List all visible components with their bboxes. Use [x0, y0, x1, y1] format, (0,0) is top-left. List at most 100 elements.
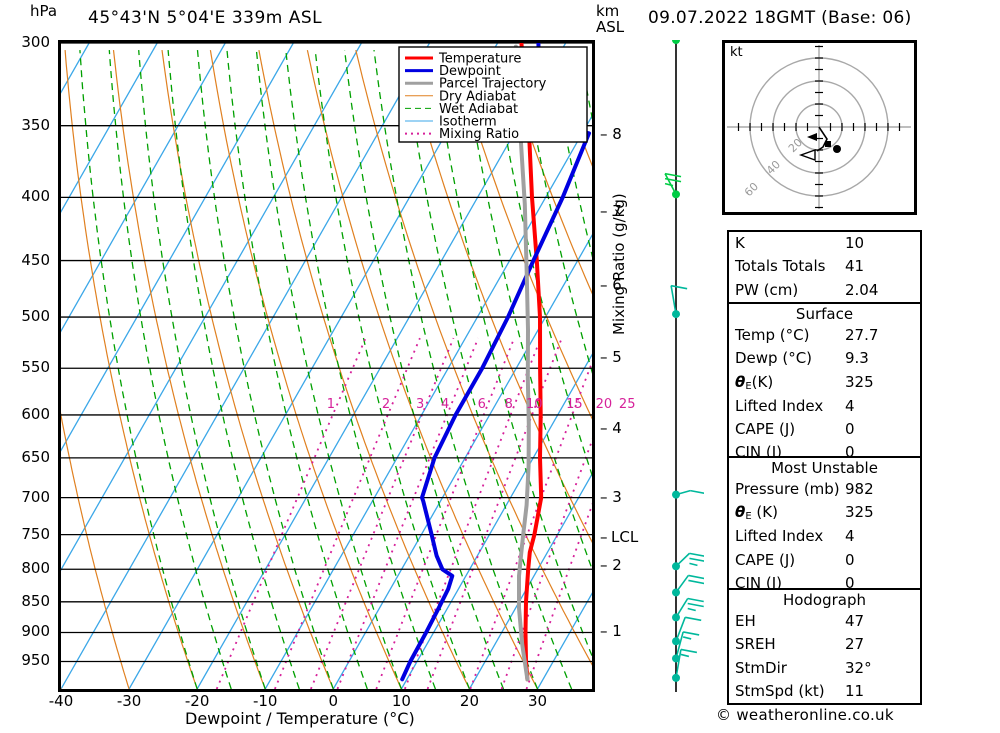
surface-value: 9.3 — [845, 349, 869, 368]
mixing-ratio-axis-title: Mixing Ratio (g/kg) — [610, 193, 628, 335]
model-run-title: 09.07.2022 18GMT (Base: 06) — [648, 8, 912, 28]
hodograph-stat-value: 47 — [845, 612, 865, 630]
mixing-ratio-label-25: 25 — [618, 396, 636, 412]
hodograph-stat-value: 27 — [845, 635, 865, 654]
surface-title: Surface — [795, 305, 854, 323]
svg-text:20: 20 — [786, 136, 805, 155]
height-tick-1: – 1 — [600, 621, 622, 640]
mixing-ratio-label-10: 10 — [526, 396, 543, 412]
mixing-ratio-label-15: 15 — [566, 396, 583, 412]
surface-value: 0 — [845, 443, 855, 462]
index-row: PW (cm) 2.04 — [729, 279, 920, 302]
pressure-tick-450: 450 — [21, 250, 50, 269]
pressure-tick-950: 950 — [21, 651, 50, 670]
svg-text:40: 40 — [764, 158, 783, 177]
surface-panel: Surface Temp (°C) 27.7 Dewp (°C) 9.3 θE(K) 325… — [727, 302, 922, 467]
most-unstable-row: θE (K) 325 — [729, 501, 920, 525]
surface-row: Lifted Index 4 — [729, 395, 920, 418]
mixing-ratio-label-2: 2 — [381, 396, 391, 412]
height-tick-2: – 2 — [600, 555, 622, 574]
pressure-tick-350: 350 — [21, 115, 50, 134]
most-unstable-value: 0 — [845, 550, 855, 569]
hodograph-stat-row: EH 47 — [729, 610, 920, 633]
hodograph-unit-label: kt — [730, 45, 743, 60]
mixing-ratio-label-4: 4 — [441, 396, 450, 412]
pressure-tick-300: 300 — [21, 33, 50, 51]
hodograph-stat-label: EH — [735, 612, 756, 630]
pressure-tick-800: 800 — [21, 559, 50, 578]
copyright-notice: © weatheronline.co.uk — [716, 706, 894, 724]
hodograph-stat-title: Hodograph — [782, 591, 867, 609]
pressure-tick-500: 500 — [21, 307, 50, 326]
height-tick-6: – 6 — [600, 276, 622, 295]
surface-label: Temp (°C) — [735, 326, 810, 344]
pressure-tick-900: 900 — [21, 622, 50, 641]
index-row: Totals Totals 41 — [729, 255, 920, 278]
most-unstable-row: Lifted Index 4 — [729, 525, 920, 548]
surface-row: CAPE (J) 0 — [729, 418, 920, 441]
most-unstable-label: θE (K) — [735, 503, 778, 523]
height-axis-unit: km — [596, 2, 620, 20]
wind-barb-canvas — [662, 26, 707, 692]
most-unstable-panel: Most Unstable Pressure (mb) 982 θE (K) 325 Li… — [727, 456, 922, 598]
pressure-tick-850: 850 — [21, 591, 50, 610]
pressure-tick-650: 650 — [21, 447, 50, 466]
svg-text:Dewpoint: Dewpoint — [439, 64, 501, 79]
pressure-tick-550: 550 — [21, 358, 50, 377]
pressure-tick-750: 750 — [21, 524, 50, 543]
hodograph-plot: 20 40 60 — [722, 40, 917, 215]
pressure-tick-700: 700 — [21, 487, 50, 506]
mixing-ratio-label-8: 8 — [504, 396, 513, 412]
mixing-ratio-label-1: 1 — [326, 396, 335, 412]
most-unstable-value: 0 — [845, 574, 855, 593]
height-tick-3: – 3 — [600, 488, 622, 507]
surface-row: Dewp (°C) 9.3 — [729, 347, 920, 370]
surface-row: Temp (°C) 27.7 — [729, 324, 920, 347]
most-unstable-label: Pressure (mb) — [735, 480, 840, 498]
pressure-axis-unit: hPa — [30, 2, 58, 20]
index-value: 10 — [845, 234, 865, 252]
most-unstable-value: 4 — [845, 527, 855, 546]
mixing-ratio-label-6: 6 — [477, 396, 486, 412]
mixing-ratio-label-3: 3 — [415, 396, 425, 412]
page-title: 45°43'N 5°04'E 339m ASL — [88, 8, 323, 28]
temp-tick-20: 20 — [459, 692, 479, 710]
temp-tick-30: 30 — [527, 692, 548, 710]
height-axis-unit-sub: ASL — [596, 18, 625, 36]
height-tick-5: – 5 — [600, 348, 622, 367]
surface-value: 0 — [845, 420, 855, 439]
index-value: 41 — [845, 257, 865, 276]
svg-text:Temperature: Temperature — [438, 52, 521, 67]
most-unstable-row: Pressure (mb) 982 — [729, 478, 920, 501]
x-axis-title: Dewpoint / Temperature (°C) — [185, 709, 415, 728]
svg-text:Dry Adiabat: Dry Adiabat — [439, 89, 516, 104]
index-row: K 10 — [729, 232, 920, 255]
hodograph-stat-label: StmSpd (kt) — [735, 681, 825, 700]
index-label: K — [735, 234, 745, 252]
index-value: 2.04 — [845, 280, 879, 299]
surface-label: θE(K) — [735, 372, 774, 392]
most-unstable-label: CAPE (J) — [735, 550, 796, 569]
most-unstable-title: Most Unstable — [771, 459, 878, 477]
most-unstable-label: Lifted Index — [735, 527, 824, 546]
hodograph-stat-row: StmSpd (kt) 11 — [729, 680, 920, 703]
svg-text:Mixing Ratio: Mixing Ratio — [439, 127, 519, 142]
temp-tick--20: -20 — [184, 692, 210, 710]
surface-value: 325 — [845, 372, 874, 391]
pressure-tick-400: 400 — [21, 187, 50, 206]
most-unstable-value: 982 — [845, 480, 874, 498]
hodograph-stat-value: 32° — [845, 658, 872, 677]
indices-panel: K 10 Totals Totals 41 PW (cm) 2.04 — [727, 230, 922, 304]
most-unstable-value: 325 — [845, 503, 874, 522]
index-label: Totals Totals — [735, 257, 826, 276]
wind-barb-column — [648, 26, 707, 692]
surface-row: θE(K) 325 — [729, 371, 920, 395]
lcl-tick: – — [600, 528, 608, 547]
index-label: PW (cm) — [735, 280, 799, 299]
temp-tick--40: -40 — [48, 692, 74, 710]
most-unstable-row: CIN (J) 0 — [729, 572, 920, 595]
pressure-tick-600: 600 — [21, 404, 50, 423]
height-tick-8: – 8 — [600, 124, 622, 143]
